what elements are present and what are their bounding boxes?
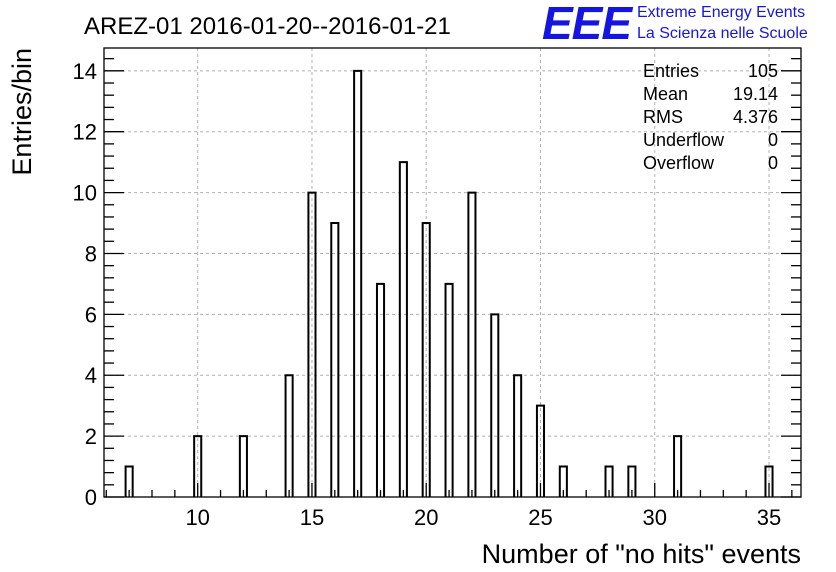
histogram-bar (444, 282, 454, 497)
stats-label: RMS (643, 107, 683, 127)
stats-label: Entries (643, 61, 699, 81)
x-tick-label: 15 (300, 505, 324, 530)
y-tick-label: 4 (85, 363, 97, 388)
histogram-bar (353, 69, 363, 497)
histogram-bar (307, 191, 317, 497)
stats-value: 105 (748, 61, 778, 81)
chart-title: AREZ-01 2016-01-20--2016-01-21 (84, 13, 451, 40)
histogram-bar (467, 191, 477, 497)
grid-lines (104, 48, 801, 497)
stats-label: Overflow (643, 153, 715, 173)
stats-box: Entries 105 Mean 19.14 RMS 4.376 Underflow 0 Ove… (643, 61, 778, 173)
histogram-bar (627, 465, 637, 497)
histogram-bar (284, 374, 294, 497)
stats-value: 0 (768, 153, 778, 173)
stats-label: Underflow (643, 130, 725, 150)
axis-ticks (104, 58, 801, 498)
histogram-bar (535, 404, 546, 497)
histogram-bar (124, 465, 134, 497)
histogram-bar (238, 435, 248, 497)
plot-frame (103, 47, 802, 498)
stats-label: Mean (643, 84, 688, 104)
histogram-bar (558, 465, 568, 497)
histogram-bar (375, 282, 386, 497)
x-tick-label: 30 (643, 505, 667, 530)
x-tick-label: 35 (757, 505, 781, 530)
eee-logo: EEE Extreme Energy Events La Scienza nel… (542, 0, 832, 49)
histogram-bar (673, 435, 683, 497)
y-tick-label: 14 (73, 59, 97, 84)
logo-letters: EEE (542, 0, 632, 49)
x-tick-label: 10 (185, 505, 209, 530)
x-tick-label: 25 (528, 505, 552, 530)
stats-value: 4.376 (733, 107, 778, 127)
y-tick-label: 8 (85, 241, 97, 266)
x-axis-label: Number of "no hits" events (482, 539, 801, 569)
histogram-bar (604, 465, 614, 497)
logo-line-1: Extreme Energy Events (637, 4, 806, 21)
tick-labels: 10 15 20 25 30 35 0 2 4 6 8 10 12 14 (73, 59, 782, 530)
histogram-bar (421, 222, 431, 497)
y-tick-label: 0 (85, 485, 97, 510)
histogram-bar (764, 465, 774, 497)
histogram-bar (398, 161, 408, 497)
stats-value: 19.14 (733, 84, 778, 104)
x-tick-label: 20 (414, 505, 438, 530)
logo-line-2: La Scienza nelle Scuole (637, 25, 808, 42)
histogram-bar (490, 313, 500, 497)
stats-value: 0 (768, 130, 778, 150)
histogram-bar (513, 374, 523, 497)
histogram-bar (193, 435, 203, 497)
histogram-bars (124, 69, 774, 497)
histogram-bar (330, 222, 340, 497)
y-tick-label: 2 (85, 424, 97, 449)
y-axis-label: Entries/bin (7, 48, 37, 176)
y-tick-label: 10 (73, 181, 97, 206)
y-tick-label: 6 (85, 302, 97, 327)
y-tick-label: 12 (73, 120, 97, 145)
